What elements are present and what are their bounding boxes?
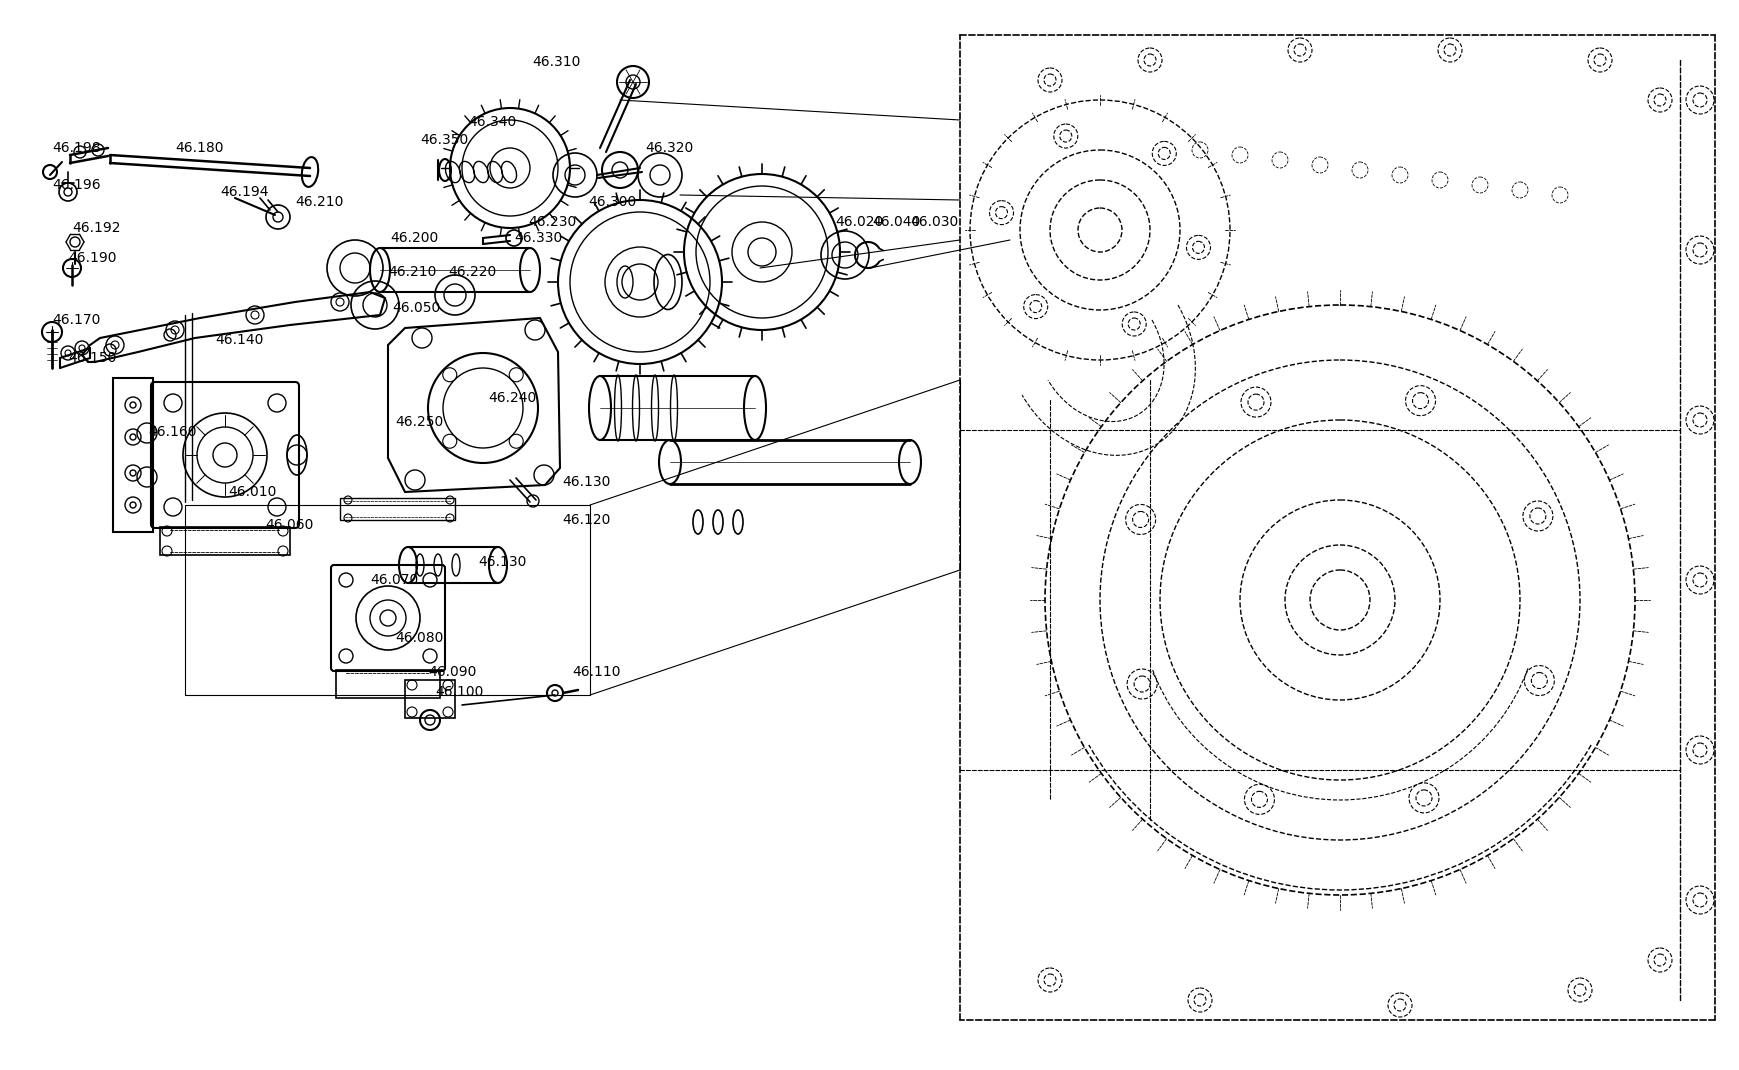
Text: 46.230: 46.230: [527, 215, 576, 229]
Bar: [336, 670, 440, 698]
Text: 46.130: 46.130: [562, 475, 610, 489]
Text: 46.010: 46.010: [228, 485, 277, 499]
Bar: [405, 681, 454, 718]
Text: 46.040: 46.040: [871, 215, 920, 229]
Text: 46.220: 46.220: [447, 265, 496, 279]
Bar: [113, 378, 153, 532]
Text: 46.330: 46.330: [513, 231, 562, 245]
Text: 46.210: 46.210: [296, 195, 343, 209]
Text: 46.120: 46.120: [562, 513, 610, 528]
Text: 46.194: 46.194: [219, 185, 268, 199]
Text: 46.350: 46.350: [419, 133, 468, 147]
Text: 46.200: 46.200: [390, 231, 438, 245]
Bar: [160, 528, 290, 555]
Text: 46.198: 46.198: [52, 141, 101, 155]
Text: 46.310: 46.310: [532, 55, 581, 68]
Text: 46.300: 46.300: [588, 195, 636, 209]
Text: 46.210: 46.210: [388, 265, 436, 279]
Text: 46.240: 46.240: [487, 391, 536, 406]
Text: 46.196: 46.196: [52, 178, 101, 192]
Bar: [339, 498, 454, 520]
Text: 46.250: 46.250: [395, 415, 443, 429]
Text: 46.340: 46.340: [468, 114, 516, 129]
Text: 46.070: 46.070: [370, 574, 417, 587]
Text: 46.150: 46.150: [68, 351, 117, 365]
Text: 46.320: 46.320: [645, 141, 692, 155]
Text: 46.020: 46.020: [835, 215, 883, 229]
Text: 46.090: 46.090: [428, 664, 476, 679]
Text: 46.060: 46.060: [264, 518, 313, 532]
Text: 46.190: 46.190: [68, 251, 117, 265]
Text: 46.180: 46.180: [176, 141, 223, 155]
Text: 46.140: 46.140: [216, 333, 263, 347]
Text: 46.050: 46.050: [391, 301, 440, 315]
Text: 46.170: 46.170: [52, 314, 101, 327]
Text: 46.160: 46.160: [148, 425, 197, 439]
Text: 46.192: 46.192: [71, 221, 120, 235]
Text: 46.030: 46.030: [909, 215, 958, 229]
Text: 46.110: 46.110: [572, 664, 621, 679]
Text: 46.100: 46.100: [435, 685, 483, 699]
Text: 46.080: 46.080: [395, 631, 443, 645]
Text: 46.130: 46.130: [478, 555, 527, 569]
